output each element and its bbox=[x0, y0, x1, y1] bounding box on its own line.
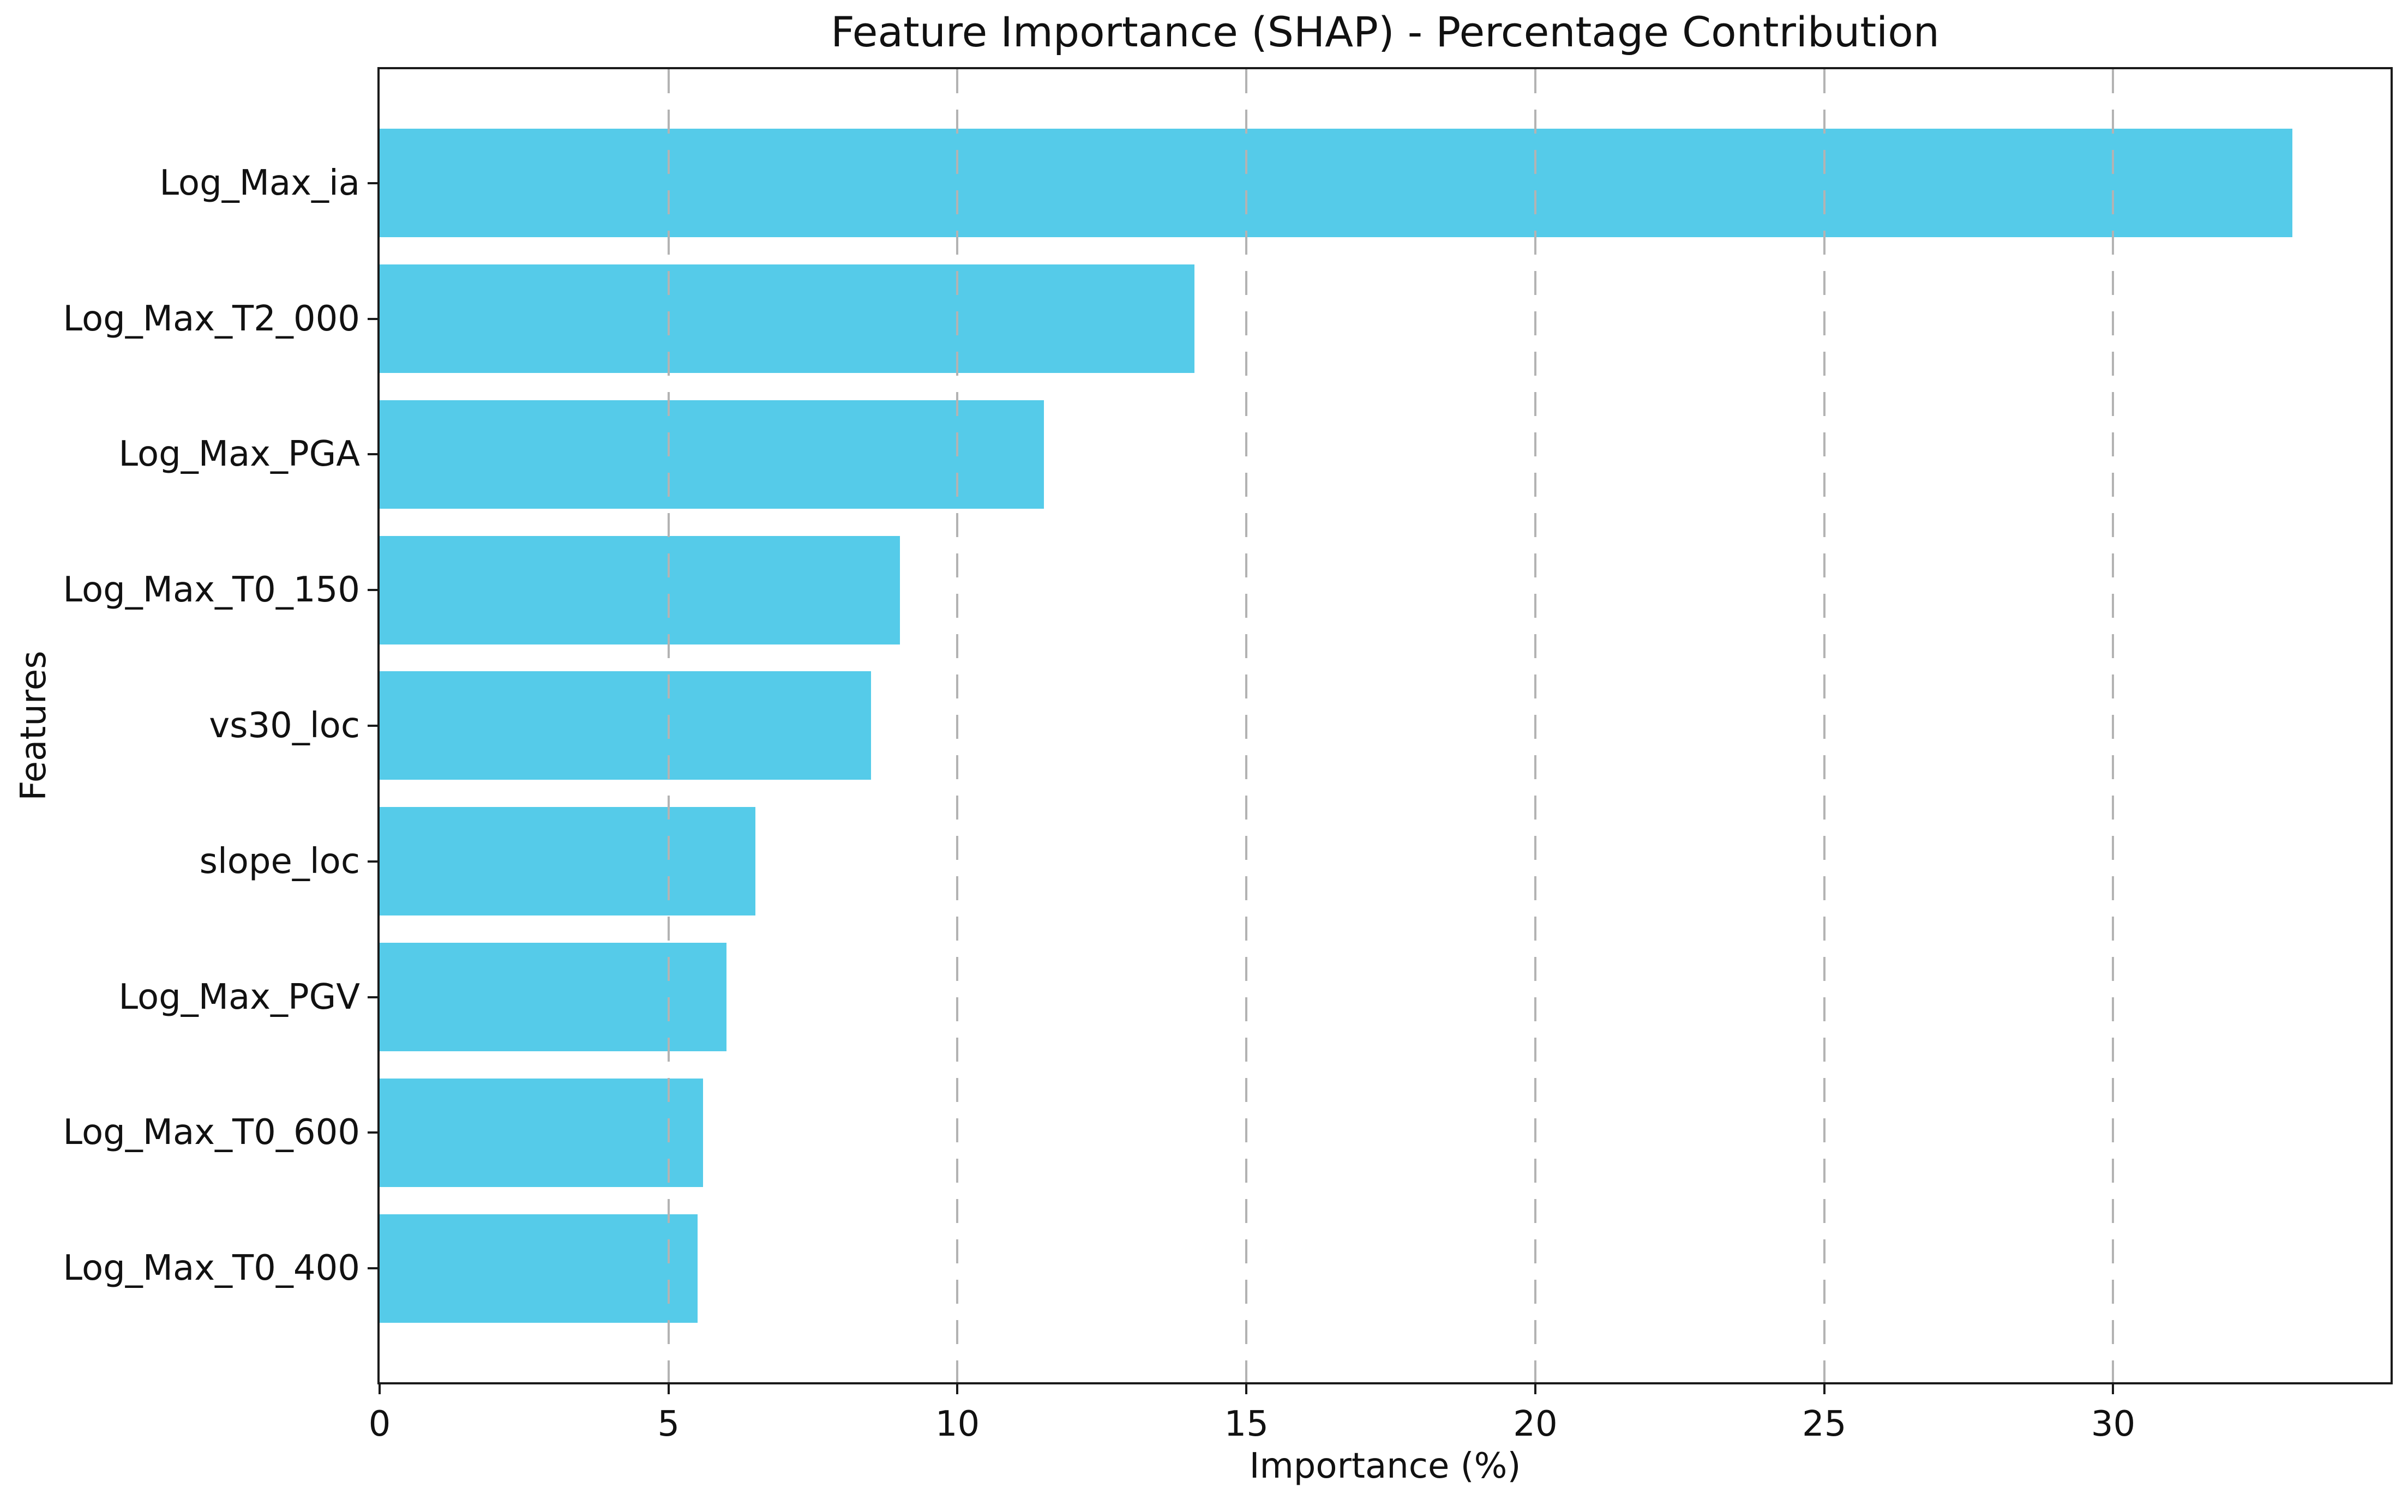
y-tick-label: Log_Max_T0_400 bbox=[63, 1248, 360, 1289]
y-tick-label: Log_Max_PGA bbox=[118, 434, 360, 475]
bar-Log_Max_T0_400 bbox=[380, 1214, 698, 1323]
gridline-x-10 bbox=[956, 69, 959, 1382]
x-tick-mark bbox=[1245, 1382, 1248, 1394]
x-tick-label: 25 bbox=[1802, 1404, 1847, 1444]
gridline-x-20 bbox=[1534, 69, 1536, 1382]
y-tick-label: Log_Max_T0_600 bbox=[63, 1112, 360, 1153]
x-tick-label: 15 bbox=[1224, 1404, 1269, 1444]
x-tick-label: 0 bbox=[368, 1404, 391, 1444]
bar-Log_Max_ia bbox=[380, 129, 2292, 238]
x-tick-mark bbox=[379, 1382, 381, 1394]
bar-Log_Max_T0_600 bbox=[380, 1078, 704, 1187]
y-tick-mark bbox=[368, 1131, 380, 1134]
gridline-x-15 bbox=[1245, 69, 1248, 1382]
x-tick-mark bbox=[1823, 1382, 1825, 1394]
y-tick-mark bbox=[368, 182, 380, 184]
y-tick-mark bbox=[368, 1267, 380, 1270]
y-axis-label: Features bbox=[14, 650, 54, 801]
x-tick-mark bbox=[667, 1382, 670, 1394]
bar-Log_Max_T0_150 bbox=[380, 535, 900, 644]
y-tick-label: Log_Max_ia bbox=[159, 162, 360, 203]
x-tick-label: 30 bbox=[2091, 1404, 2136, 1444]
x-tick-mark bbox=[1534, 1382, 1536, 1394]
y-tick-mark bbox=[368, 317, 380, 320]
x-tick-mark bbox=[2112, 1382, 2115, 1394]
x-tick-label: 10 bbox=[935, 1404, 980, 1444]
y-tick-mark bbox=[368, 453, 380, 456]
bar-Log_Max_T2_000 bbox=[380, 264, 1194, 374]
y-tick-label: Log_Max_T2_000 bbox=[63, 298, 360, 339]
y-tick-label: Log_Max_PGV bbox=[118, 977, 360, 1017]
chart-title: Feature Importance (SHAP) - Percentage C… bbox=[831, 8, 1939, 56]
plot-area bbox=[377, 67, 2393, 1384]
x-tick-mark bbox=[956, 1382, 959, 1394]
bar-Log_Max_PGV bbox=[380, 943, 726, 1052]
x-tick-label: 20 bbox=[1513, 1404, 1558, 1444]
y-tick-label: Log_Max_T0_150 bbox=[63, 570, 360, 611]
bar-vs30_loc bbox=[380, 671, 871, 780]
y-tick-label: slope_loc bbox=[199, 841, 360, 882]
bar-Log_Max_PGA bbox=[380, 400, 1044, 509]
gridline-x-25 bbox=[1823, 69, 1825, 1382]
gridline-x-5 bbox=[667, 69, 670, 1382]
y-tick-mark bbox=[368, 860, 380, 863]
y-tick-label: vs30_loc bbox=[209, 706, 360, 746]
y-tick-mark bbox=[368, 589, 380, 592]
y-tick-mark bbox=[368, 996, 380, 998]
y-tick-mark bbox=[368, 725, 380, 727]
x-tick-label: 5 bbox=[657, 1404, 680, 1444]
x-axis-label: Importance (%) bbox=[1249, 1446, 1521, 1486]
bar-slope_loc bbox=[380, 807, 755, 916]
gridline-x-30 bbox=[2112, 69, 2115, 1382]
